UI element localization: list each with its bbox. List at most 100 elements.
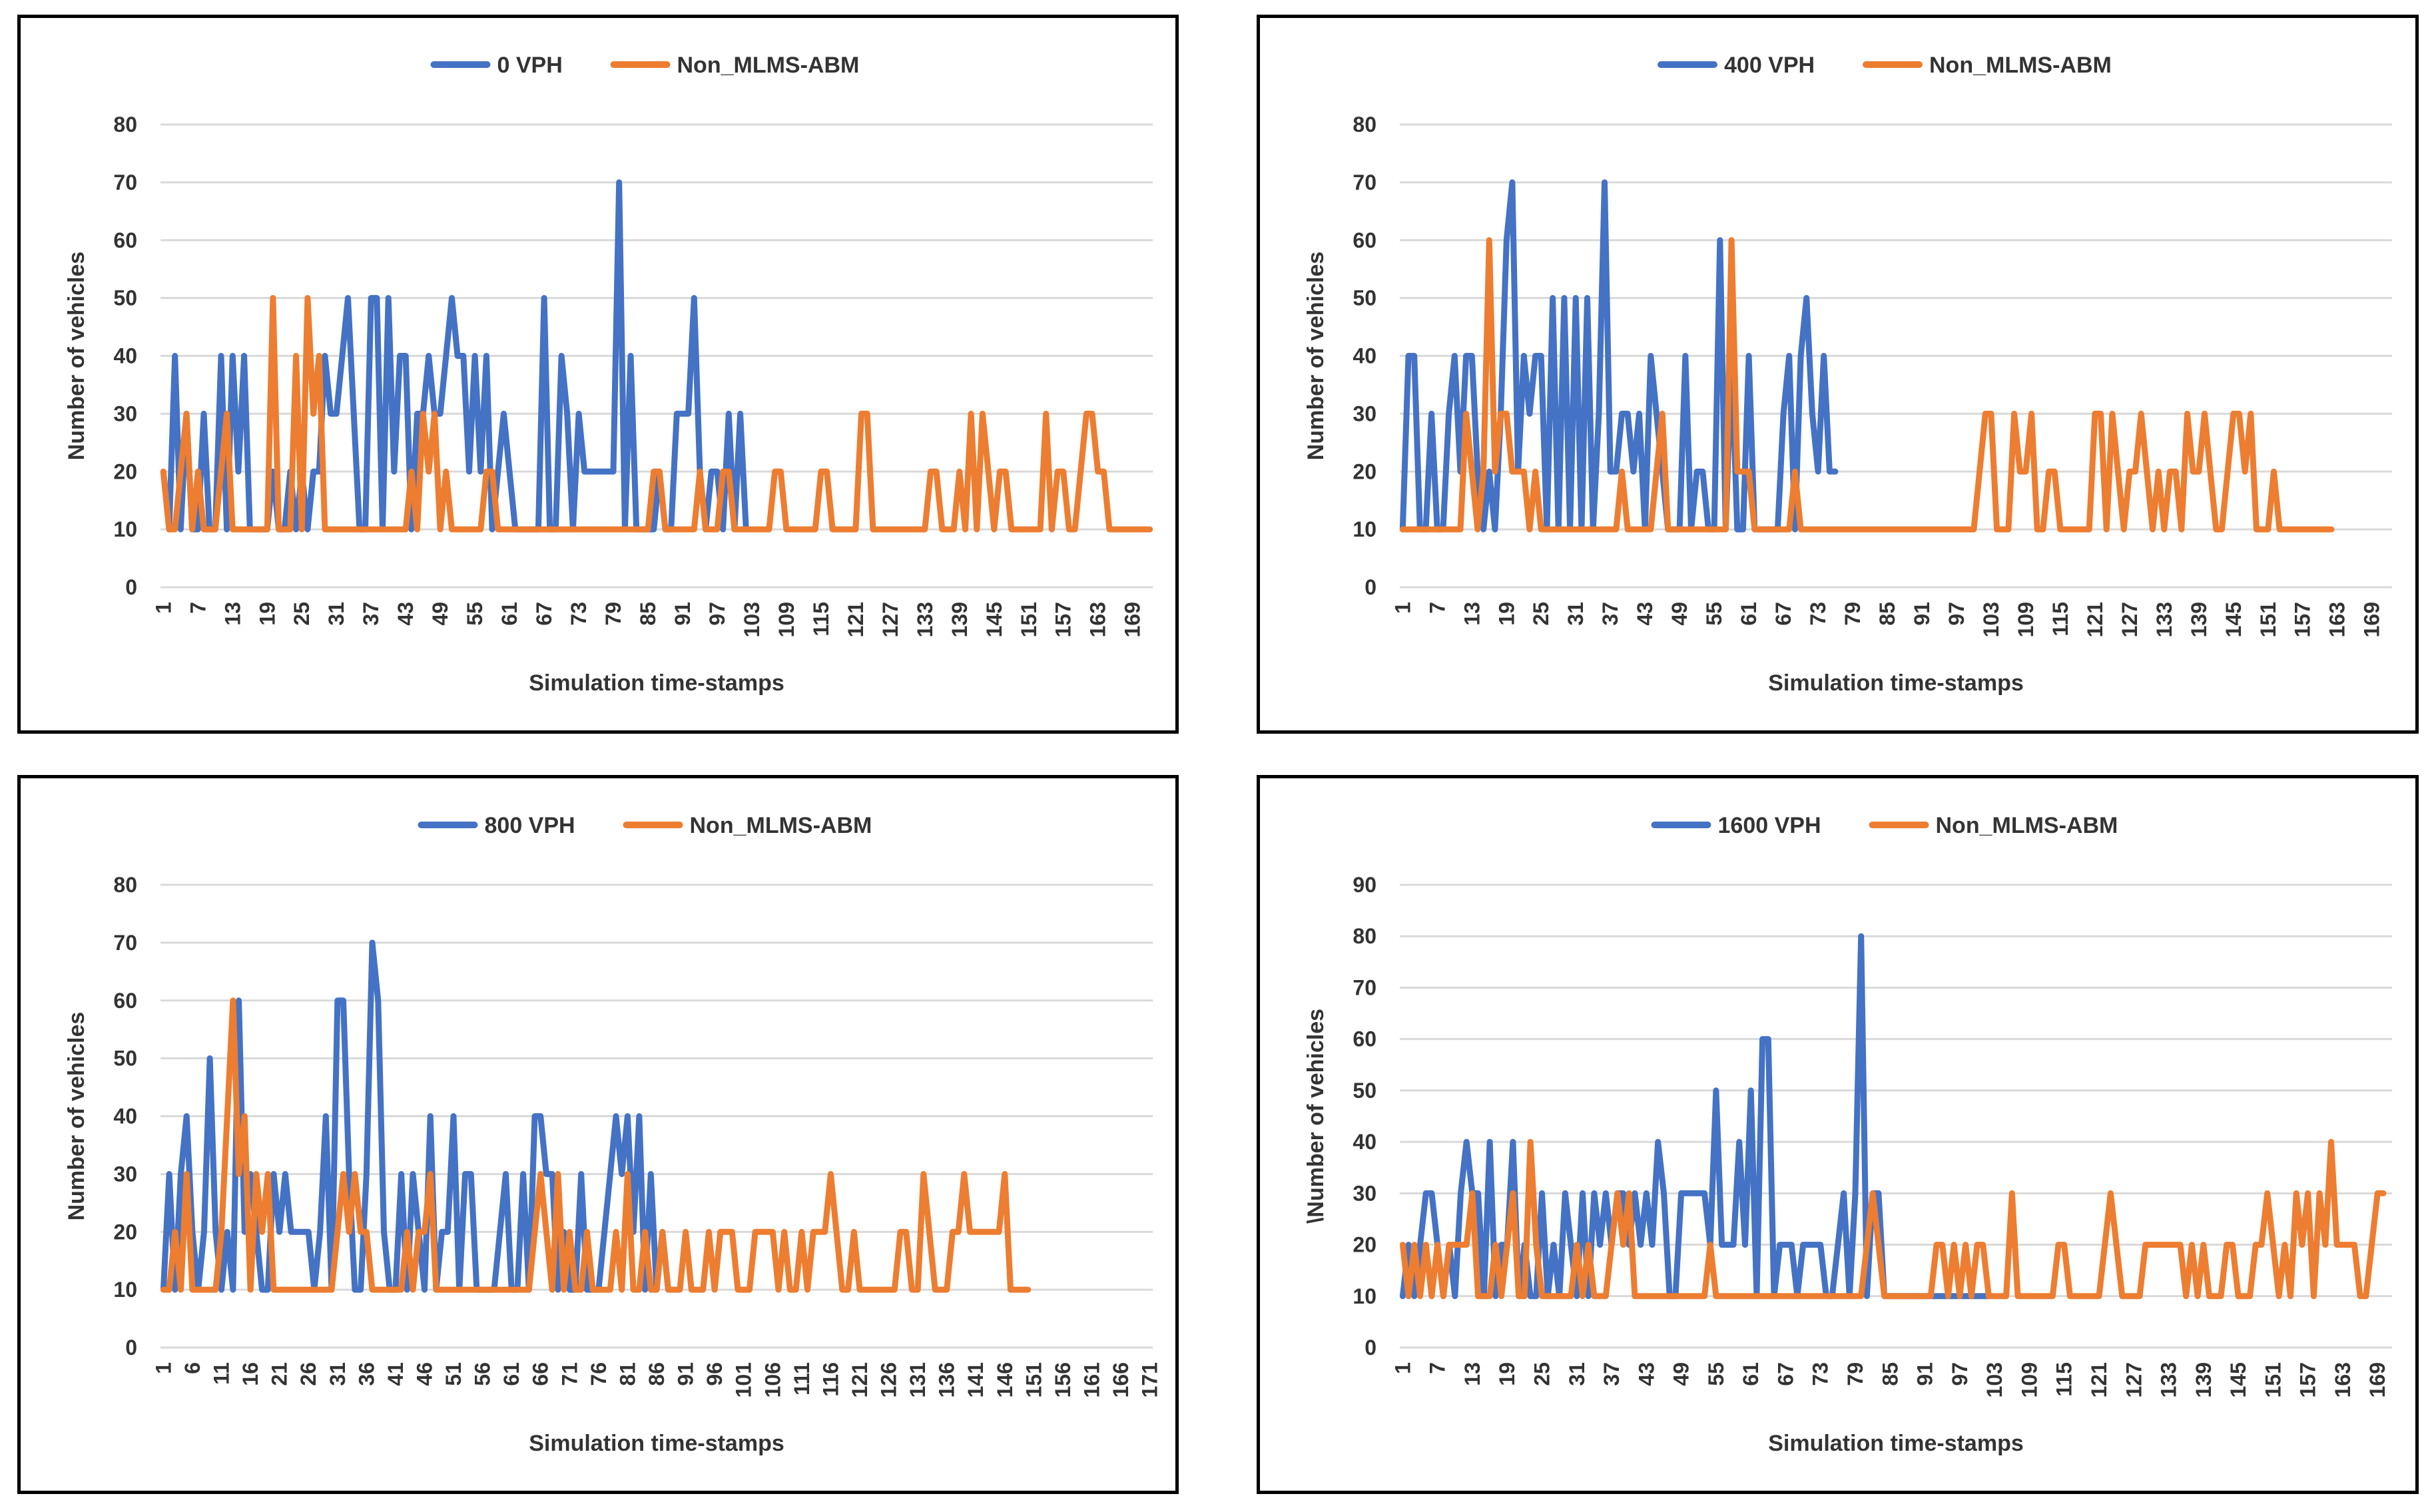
x-tick-label: 103 xyxy=(1979,602,2003,637)
y-tick-label: 50 xyxy=(1353,1079,1376,1103)
series-line-non-mlms-abm xyxy=(1399,237,2335,533)
x-tick-label: 121 xyxy=(2083,602,2107,637)
x-axis-label: Simulation time-stamps xyxy=(1768,1431,2024,1456)
x-tick-label: 13 xyxy=(220,602,244,626)
x-tick-label: 103 xyxy=(1982,1362,2006,1397)
x-tick-label: 1 xyxy=(151,602,175,614)
x-tick-label: 166 xyxy=(1109,1362,1133,1397)
y-tick-label: 10 xyxy=(1353,1284,1376,1308)
y-axis-label: Number of vehicles xyxy=(1303,252,1329,461)
x-axis-label: Simulation time-stamps xyxy=(1768,670,2024,696)
x-tick-label: 55 xyxy=(1704,1362,1728,1386)
x-tick-label: 145 xyxy=(2226,1362,2250,1397)
chart-panel-800-vph: 0 10 20 30 40 50 60 70 80 1 6 11 16 21 26 31 36 41 46 51 56 6… xyxy=(17,775,1179,1494)
x-tick-label: 103 xyxy=(740,602,764,637)
x-tick-label: 127 xyxy=(2122,1362,2146,1397)
x-tick-label: 79 xyxy=(1843,1362,1867,1386)
x-tick-label: 31 xyxy=(326,1362,350,1386)
y-tick-label: 0 xyxy=(1365,575,1376,599)
x-tick-label: 157 xyxy=(1052,602,1075,637)
x-tick-label: 7 xyxy=(1425,602,1449,614)
x-tick-label: 115 xyxy=(2048,602,2072,636)
x-tick-label: 26 xyxy=(296,1362,320,1386)
x-tick-label: 56 xyxy=(471,1362,495,1386)
x-tick-label: 19 xyxy=(255,602,279,626)
x-tick-label: 145 xyxy=(2222,602,2246,637)
x-tick-label: 31 xyxy=(1565,1362,1589,1386)
y-tick-label: 70 xyxy=(113,170,137,194)
x-tick-label: 36 xyxy=(354,1362,378,1386)
x-tick-label: 1 xyxy=(151,1362,175,1374)
y-tick-label: 30 xyxy=(113,401,137,425)
chart-400-vph: 0 10 20 30 40 50 60 70 80 1 7 13 19 25 31 37 43 49 55 61 67 7… xyxy=(1303,53,2392,696)
x-tick-label: 106 xyxy=(761,1362,784,1397)
x-tick-label: 19 xyxy=(1495,1362,1519,1386)
series-line-non-mlms-abm xyxy=(160,997,1032,1293)
series-line-non-mlms-abm xyxy=(160,295,1153,533)
x-tick-label: 73 xyxy=(1806,602,1830,626)
x-tick-label: 91 xyxy=(1913,1362,1937,1386)
y-tick-label: 60 xyxy=(1353,228,1376,252)
x-tick-label: 7 xyxy=(1426,1362,1450,1374)
x-axis-label: Simulation time-stamps xyxy=(529,1431,784,1456)
x-tick-label: 61 xyxy=(497,602,521,626)
x-tick-label: 133 xyxy=(2157,1362,2181,1397)
x-tick-label: 1 xyxy=(1390,1362,1414,1374)
x-tick-label: 151 xyxy=(2256,602,2280,637)
chart-panel-1600-vph: 0 10 20 30 40 50 60 70 80 90 1 7 13 19 25 31 37 43 49 55 61 6… xyxy=(1257,775,2419,1494)
y-tick-label: 80 xyxy=(113,873,137,897)
x-tick-label: 121 xyxy=(848,1362,872,1397)
chart-panel-0-vph: 0 10 20 30 40 50 60 70 80 1 7 13 19 25 31 37 43 49 55 61 67 7… xyxy=(17,15,1179,734)
x-tick-label: 13 xyxy=(1460,602,1484,626)
x-tick-label: 51 xyxy=(442,1362,465,1386)
y-tick-label: 20 xyxy=(113,1220,137,1244)
x-tick-label: 91 xyxy=(1910,602,1934,626)
y-tick-label: 60 xyxy=(113,228,137,252)
x-tick-label: 136 xyxy=(935,1362,959,1397)
x-tick-label: 133 xyxy=(2152,602,2176,637)
x-tick-label: 151 xyxy=(2261,1362,2285,1397)
x-tick-label: 61 xyxy=(1739,1362,1763,1386)
x-tick-label: 6 xyxy=(180,1362,204,1374)
y-tick-label: 40 xyxy=(113,1105,137,1129)
x-tick-label: 85 xyxy=(1878,1362,1902,1386)
x-tick-label: 151 xyxy=(1022,1362,1046,1397)
y-axis-label: Number of vehicles xyxy=(64,252,89,461)
x-tick-label: 49 xyxy=(428,602,452,626)
x-tick-label: 126 xyxy=(877,1362,901,1397)
x-tick-label: 157 xyxy=(2296,1362,2320,1397)
x-tick-label: 11 xyxy=(209,1362,233,1385)
x-tick-label: 91 xyxy=(674,1362,698,1386)
x-tick-label: 55 xyxy=(463,602,487,626)
y-tick-label: 70 xyxy=(1353,975,1376,999)
x-tick-label: 109 xyxy=(774,602,798,637)
y-tick-label: 10 xyxy=(113,517,137,541)
x-tick-label: 91 xyxy=(671,602,695,626)
y-tick-label: 40 xyxy=(1353,344,1376,368)
legend-label: Non_MLMS-ABM xyxy=(1929,53,2112,78)
x-tick-label: 61 xyxy=(1737,602,1761,626)
x-tick-label: 121 xyxy=(844,602,868,637)
y-tick-label: 20 xyxy=(113,459,137,483)
x-tick-label: 79 xyxy=(1841,602,1865,626)
x-tick-label: 66 xyxy=(529,1362,553,1386)
x-tick-label: 46 xyxy=(412,1362,436,1386)
x-tick-label: 139 xyxy=(2192,1362,2216,1397)
legend-label: Non_MLMS-ABM xyxy=(1936,813,2118,838)
x-tick-label: 13 xyxy=(1460,1362,1484,1386)
x-tick-label: 141 xyxy=(964,1362,988,1397)
x-tick-label: 37 xyxy=(1598,602,1622,626)
y-tick-label: 30 xyxy=(1353,1181,1376,1205)
legend-label: 800 VPH xyxy=(485,813,575,838)
x-tick-label: 169 xyxy=(1121,602,1145,637)
x-tick-label: 25 xyxy=(290,602,314,626)
x-tick-label: 96 xyxy=(703,1362,727,1386)
x-tick-label: 151 xyxy=(1017,602,1041,637)
x-tick-label: 31 xyxy=(1564,602,1588,626)
x-tick-label: 97 xyxy=(1948,1362,1972,1386)
x-tick-label: 71 xyxy=(557,1362,581,1386)
x-tick-label: 109 xyxy=(2014,602,2038,637)
y-tick-label: 50 xyxy=(113,1047,137,1071)
chart-panel-400-vph: 0 10 20 30 40 50 60 70 80 1 7 13 19 25 31 37 43 49 55 61 67 7… xyxy=(1257,15,2419,734)
